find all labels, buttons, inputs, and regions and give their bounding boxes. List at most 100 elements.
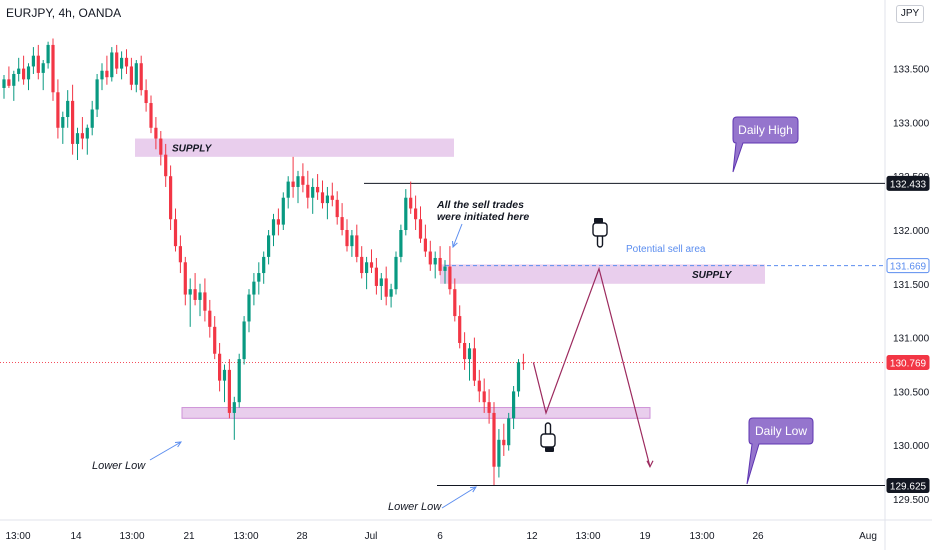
- candle-body: [306, 184, 310, 198]
- hand-finger: [596, 234, 604, 248]
- candle-body: [458, 316, 462, 343]
- candle-body: [159, 138, 163, 155]
- lower-low-arrow-1: [149, 441, 182, 461]
- candle-body: [428, 251, 432, 265]
- candle-body: [61, 117, 65, 128]
- candle-body: [404, 197, 408, 230]
- price-label-box: [886, 175, 930, 191]
- candle-body: [105, 70, 109, 78]
- candle-body: [374, 267, 378, 286]
- annotations-layer: Daily High Daily Low All the sell tradeswe…: [92, 116, 814, 513]
- candle-body: [335, 199, 339, 218]
- time-tick: Jul: [365, 531, 378, 542]
- lower-low-arrow-2-head: [469, 486, 477, 493]
- currency-badge[interactable]: JPY: [896, 5, 924, 23]
- time-axis: 13:00 14 13:00 21 13:00 28 Jul 6 12 13:00 19 13:00 2…: [5, 531, 876, 542]
- lower-low-label-2: Lower Low: [388, 501, 442, 513]
- candle-body: [409, 197, 413, 209]
- candle-body: [213, 326, 217, 354]
- price-tick: 130.000: [893, 441, 930, 452]
- candle-body: [232, 402, 236, 413]
- candle-body: [281, 197, 285, 225]
- hand-palm: [540, 433, 556, 448]
- candle-body: [521, 362, 525, 364]
- candle-body: [218, 353, 222, 381]
- candle-body: [36, 55, 40, 73]
- candle-body: [325, 195, 329, 204]
- candle-body: [188, 289, 192, 295]
- candle-body: [227, 369, 231, 413]
- candle-body: [26, 66, 31, 80]
- candle-body: [198, 292, 202, 300]
- hand-cuff: [594, 218, 603, 223]
- daily-high-callout-bubble: [732, 116, 799, 173]
- candle-body: [384, 278, 388, 297]
- candle-body: [222, 369, 227, 381]
- sell-trades-arrow: [452, 223, 463, 248]
- candle-body: [22, 68, 26, 80]
- projection-arrowhead: [646, 460, 654, 469]
- time-tick: 19: [639, 531, 651, 542]
- candle-body: [350, 235, 354, 247]
- time-tick: 14: [70, 531, 82, 542]
- price-tick: 131.000: [893, 334, 930, 345]
- zone-label: SUPPLY: [692, 270, 733, 281]
- candle-body: [291, 181, 295, 187]
- candle-body: [345, 230, 349, 247]
- lower-low-arrow-2: [441, 486, 477, 509]
- candle-body: [497, 439, 501, 467]
- candle-body: [85, 127, 89, 139]
- candle-body: [438, 257, 442, 271]
- candle-body: [139, 63, 143, 91]
- candle-body: [149, 103, 153, 128]
- candle-body: [316, 186, 320, 193]
- candle-body: [477, 380, 481, 392]
- candle-body: [17, 68, 21, 74]
- candle-body: [7, 79, 11, 86]
- candle-body: [286, 181, 290, 198]
- time-tick: 21: [183, 531, 195, 542]
- candle-body: [301, 176, 305, 185]
- candle-body: [80, 133, 84, 139]
- candle-body: [193, 289, 197, 300]
- candle-body: [355, 235, 359, 257]
- levels-layer: [0, 182, 885, 487]
- daily-low-callout-text: Daily Low: [755, 424, 807, 438]
- zone-rect: [181, 407, 651, 419]
- symbol-title: EURJPY, 4h, OANDA: [6, 6, 122, 20]
- candle-body: [448, 266, 452, 290]
- time-tick: 28: [296, 531, 308, 542]
- potential-sell-label: Potential sell area: [626, 244, 706, 255]
- time-tick: 13:00: [689, 531, 714, 542]
- candle-body: [414, 208, 418, 220]
- candle-body: [472, 348, 476, 381]
- candle-body: [340, 217, 344, 230]
- hand-palm: [592, 222, 608, 237]
- candle-body: [208, 310, 212, 327]
- candle-body: [389, 289, 393, 297]
- lower-low-arrow-1-head: [174, 441, 182, 448]
- candle-body: [71, 100, 75, 144]
- candle-body: [164, 154, 168, 177]
- time-tick: 13:00: [233, 531, 258, 542]
- time-tick: 13:00: [575, 531, 600, 542]
- price-label-text: 131.669: [890, 262, 927, 273]
- candle-body: [75, 133, 80, 144]
- projection-layer: [532, 266, 654, 469]
- candle-body: [90, 109, 94, 128]
- candle-body: [203, 292, 207, 311]
- time-tick: Aug: [859, 531, 877, 542]
- time-tick: 12: [526, 531, 538, 542]
- candle-body: [394, 256, 398, 290]
- candle-body: [110, 52, 114, 78]
- candle-body: [443, 266, 447, 271]
- price-tick: 133.000: [893, 118, 930, 129]
- price-label-box: [886, 354, 930, 370]
- zone-rect: [440, 264, 765, 284]
- candle-body: [41, 63, 45, 73]
- time-tick: 6: [437, 531, 443, 542]
- candle-body: [507, 418, 511, 446]
- price-axis: 133.500133.000132.500132.000131.500131.0…: [893, 65, 930, 506]
